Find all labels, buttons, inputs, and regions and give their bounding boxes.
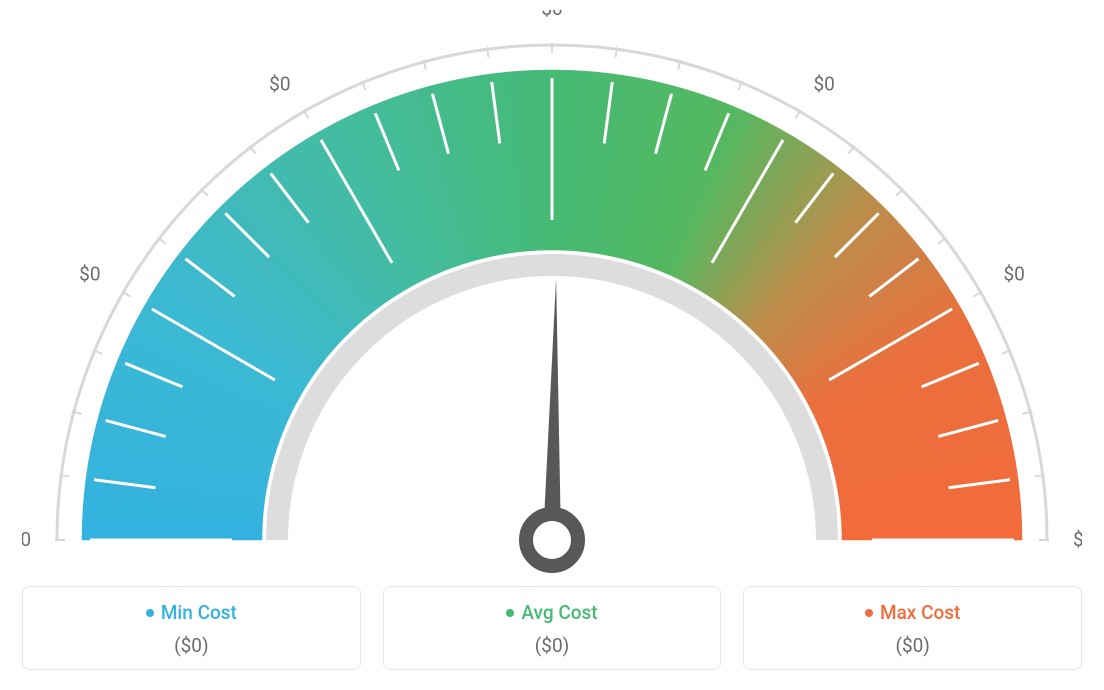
legend-title-max: Max Cost: [865, 601, 960, 624]
legend-value-avg: ($0): [394, 634, 711, 657]
svg-text:$0: $0: [814, 73, 835, 96]
svg-text:$0: $0: [541, 10, 562, 20]
legend-value-min: ($0): [33, 634, 350, 657]
legend-label-max: Max Cost: [880, 601, 960, 624]
legend-dot-avg: [506, 609, 514, 617]
svg-text:$0: $0: [269, 73, 290, 96]
gauge-svg: $0 $0 $0 $0 $0 $0 $0: [22, 10, 1082, 580]
svg-text:$0: $0: [22, 528, 31, 551]
svg-text:$0: $0: [79, 263, 100, 286]
svg-text:$0: $0: [1073, 528, 1082, 551]
legend-row: Min Cost ($0) Avg Cost ($0) Max Cost ($0…: [22, 586, 1082, 670]
legend-label-min: Min Cost: [161, 601, 237, 624]
legend-dot-min: [146, 609, 154, 617]
svg-text:$0: $0: [1003, 263, 1024, 286]
gauge-chart: $0 $0 $0 $0 $0 $0 $0: [22, 10, 1082, 580]
legend-card-max: Max Cost ($0): [743, 586, 1082, 670]
gauge-cost-widget: $0 $0 $0 $0 $0 $0 $0 Min Cost ($0) Avg Cost ($…: [0, 0, 1104, 690]
legend-label-avg: Avg Cost: [521, 601, 597, 624]
legend-value-max: ($0): [754, 634, 1071, 657]
legend-card-avg: Avg Cost ($0): [383, 586, 722, 670]
legend-title-avg: Avg Cost: [506, 601, 597, 624]
legend-dot-max: [865, 609, 873, 617]
legend-card-min: Min Cost ($0): [22, 586, 361, 670]
legend-title-min: Min Cost: [146, 601, 237, 624]
